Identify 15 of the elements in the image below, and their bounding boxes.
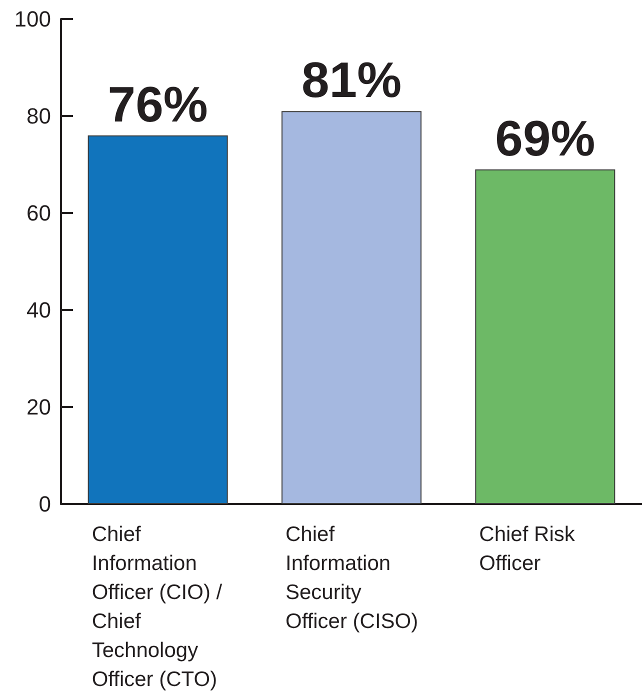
bar — [88, 135, 228, 504]
data-label: 76% — [108, 76, 208, 132]
y-tick-label: 40 — [26, 298, 51, 322]
bar — [282, 111, 422, 504]
y-tick-label: 20 — [26, 394, 51, 420]
data-label: 69% — [495, 110, 596, 166]
x-tick-label: Chief Risk Officer — [479, 523, 581, 575]
y-tick-label: 100 — [14, 6, 51, 32]
x-tick-label: Chief Information Security Officer (CISO) — [286, 523, 418, 633]
bar — [475, 169, 616, 504]
x-tick-label: Chief Information Officer (CIO) / Chief Technology Officer (CTO) — [92, 523, 228, 691]
y-tick-label: 80 — [26, 104, 51, 128]
y-tick-label: 0 — [38, 492, 51, 516]
y-tick-label: 60 — [26, 200, 51, 226]
data-label: 81% — [301, 52, 402, 108]
